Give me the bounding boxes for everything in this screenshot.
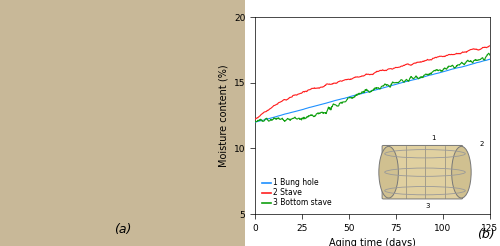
Text: 3: 3	[425, 203, 430, 209]
FancyBboxPatch shape	[382, 145, 462, 199]
Text: 1: 1	[432, 135, 436, 141]
Text: (b): (b)	[478, 228, 495, 241]
Text: 2: 2	[480, 141, 484, 147]
Text: (a): (a)	[114, 223, 131, 236]
X-axis label: Aging time (days): Aging time (days)	[329, 238, 416, 246]
Legend: 1 Bung hole, 2 Stave, 3 Bottom stave: 1 Bung hole, 2 Stave, 3 Bottom stave	[261, 177, 333, 208]
Y-axis label: Moisture content (%): Moisture content (%)	[218, 64, 228, 167]
Ellipse shape	[452, 146, 471, 198]
Ellipse shape	[379, 146, 398, 198]
